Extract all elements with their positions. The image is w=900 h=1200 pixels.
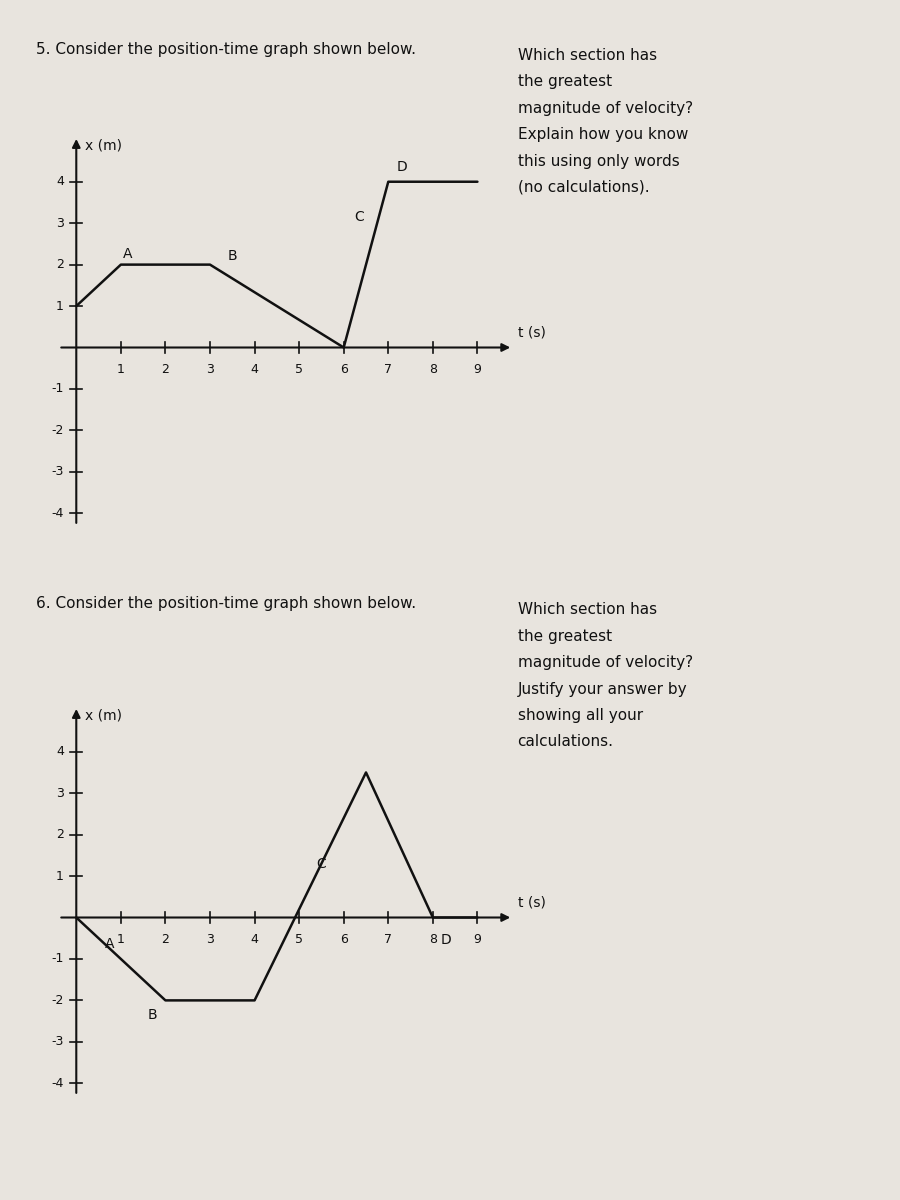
- Text: A: A: [122, 247, 132, 262]
- Text: 3: 3: [206, 364, 214, 377]
- Text: -4: -4: [51, 1076, 64, 1090]
- Text: Explain how you know: Explain how you know: [518, 127, 688, 142]
- Text: -1: -1: [51, 383, 64, 396]
- Text: 1: 1: [117, 364, 125, 377]
- Text: Which section has: Which section has: [518, 48, 657, 62]
- Text: 2: 2: [161, 364, 169, 377]
- Text: 2: 2: [56, 828, 64, 841]
- Text: 1: 1: [56, 870, 64, 882]
- Text: 3: 3: [56, 787, 64, 799]
- Text: A: A: [105, 937, 114, 952]
- Text: 2: 2: [161, 934, 169, 947]
- Text: 8: 8: [429, 934, 436, 947]
- Text: this using only words: this using only words: [518, 154, 680, 168]
- Text: x (m): x (m): [86, 138, 122, 152]
- Text: 4: 4: [56, 745, 64, 758]
- Text: Justify your answer by: Justify your answer by: [518, 682, 687, 696]
- Text: -3: -3: [51, 466, 64, 479]
- Text: D: D: [441, 934, 452, 947]
- Text: 4: 4: [250, 364, 258, 377]
- Text: 9: 9: [473, 934, 482, 947]
- Text: C: C: [317, 857, 327, 871]
- Text: magnitude of velocity?: magnitude of velocity?: [518, 655, 693, 670]
- Text: 6: 6: [340, 364, 347, 377]
- Text: 1: 1: [117, 934, 125, 947]
- Text: 6. Consider the position-time graph shown below.: 6. Consider the position-time graph show…: [36, 596, 416, 611]
- Text: 5: 5: [295, 364, 303, 377]
- Text: -1: -1: [51, 953, 64, 966]
- Text: showing all your: showing all your: [518, 708, 643, 722]
- Text: 1: 1: [56, 300, 64, 312]
- Text: t (s): t (s): [518, 896, 545, 910]
- Text: 2: 2: [56, 258, 64, 271]
- Text: 8: 8: [429, 364, 436, 377]
- Text: B: B: [228, 250, 237, 263]
- Text: C: C: [355, 210, 365, 224]
- Text: 5. Consider the position-time graph shown below.: 5. Consider the position-time graph show…: [36, 42, 416, 56]
- Text: 3: 3: [206, 934, 214, 947]
- Text: Which section has: Which section has: [518, 602, 657, 617]
- Text: 3: 3: [56, 217, 64, 229]
- Text: 9: 9: [473, 364, 482, 377]
- Text: 6: 6: [340, 934, 347, 947]
- Text: calculations.: calculations.: [518, 734, 614, 749]
- Text: the greatest: the greatest: [518, 74, 612, 90]
- Text: x (m): x (m): [86, 708, 122, 722]
- Text: -4: -4: [51, 506, 64, 520]
- Text: 7: 7: [384, 934, 392, 947]
- Text: 5: 5: [295, 934, 303, 947]
- Text: t (s): t (s): [518, 326, 545, 340]
- Text: 4: 4: [56, 175, 64, 188]
- Text: 7: 7: [384, 364, 392, 377]
- Text: (no calculations).: (no calculations).: [518, 180, 649, 194]
- Text: 4: 4: [250, 934, 258, 947]
- Text: -3: -3: [51, 1036, 64, 1049]
- Text: magnitude of velocity?: magnitude of velocity?: [518, 101, 693, 116]
- Text: -2: -2: [51, 994, 64, 1007]
- Text: B: B: [148, 1008, 157, 1022]
- Text: the greatest: the greatest: [518, 629, 612, 643]
- Text: -2: -2: [51, 424, 64, 437]
- Text: D: D: [396, 161, 407, 174]
